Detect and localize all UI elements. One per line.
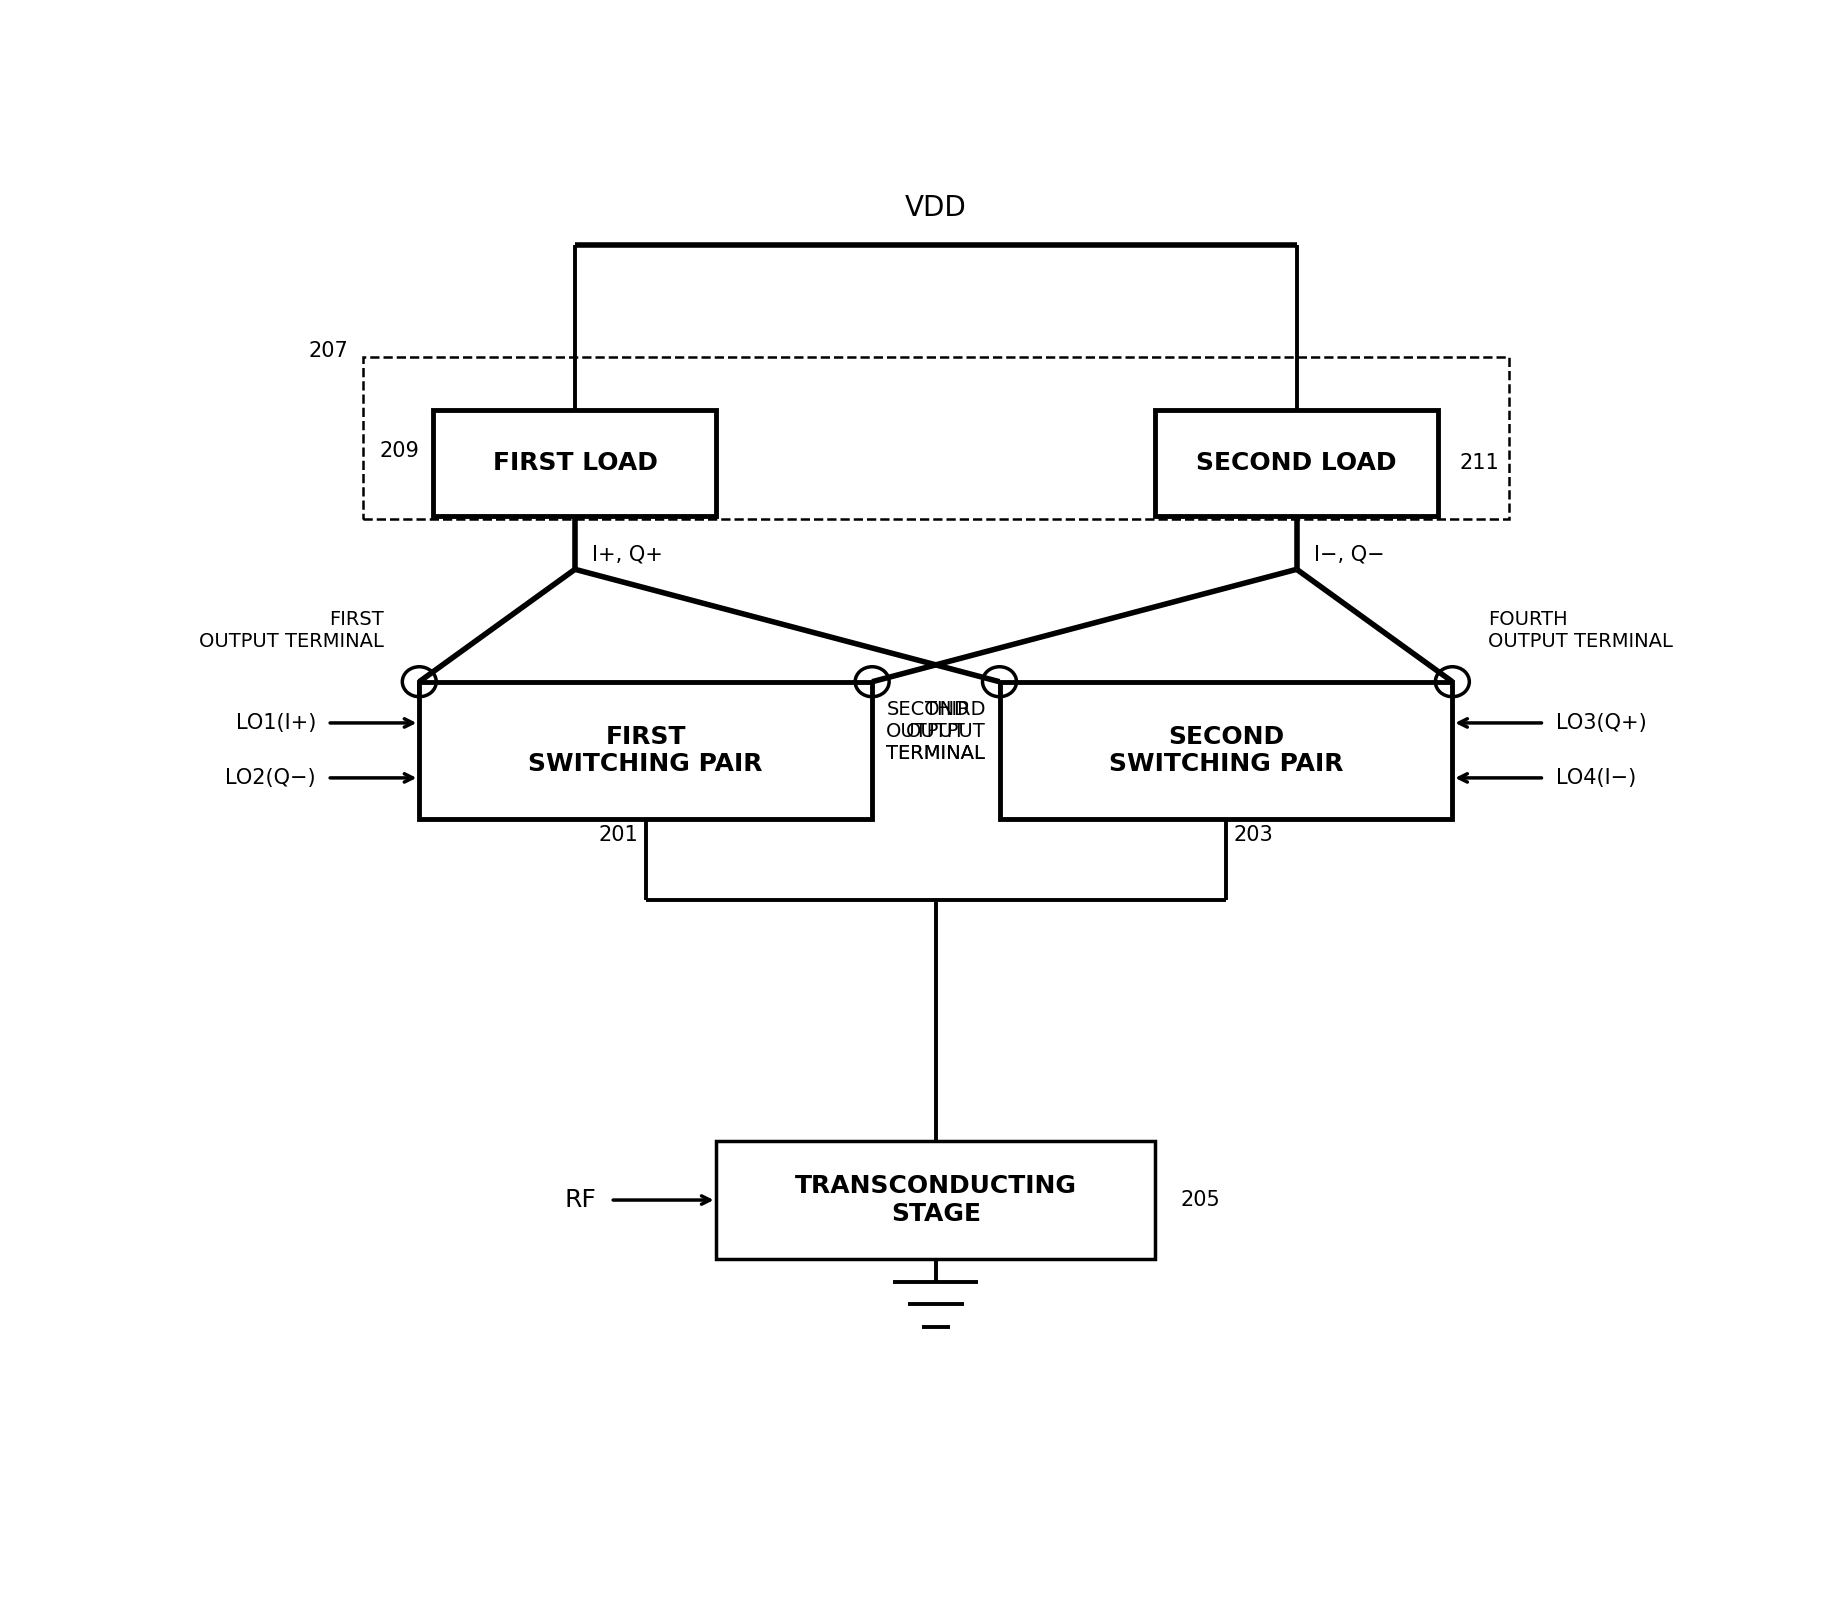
Text: LO2(Q−): LO2(Q−) [225, 767, 316, 788]
Text: 211: 211 [1459, 453, 1499, 474]
Text: SECOND
OUTPUT
TERMINAL: SECOND OUTPUT TERMINAL [886, 701, 986, 764]
Text: FIRST
SWITCHING PAIR: FIRST SWITCHING PAIR [528, 725, 763, 777]
Text: FIRST
OUTPUT TERMINAL: FIRST OUTPUT TERMINAL [199, 610, 383, 650]
Text: LO1(I+): LO1(I+) [236, 714, 316, 733]
Bar [1156, 410, 1439, 516]
Bar [716, 1140, 1156, 1259]
Text: FIRST LOAD: FIRST LOAD [493, 451, 657, 475]
Text: I+, Q+: I+, Q+ [592, 545, 663, 564]
Text: SECOND LOAD: SECOND LOAD [1196, 451, 1397, 475]
Text: TRANSCONDUCTING
STAGE: TRANSCONDUCTING STAGE [794, 1174, 1077, 1226]
Text: LO4(I−): LO4(I−) [1556, 767, 1636, 788]
Text: VDD: VDD [906, 195, 966, 222]
Text: FOURTH
OUTPUT TERMINAL: FOURTH OUTPUT TERMINAL [1488, 610, 1673, 650]
Text: 201: 201 [599, 826, 639, 845]
Text: 209: 209 [380, 441, 420, 461]
Text: 205: 205 [1181, 1191, 1220, 1210]
Text: 207: 207 [309, 341, 349, 360]
Text: SECOND
SWITCHING PAIR: SECOND SWITCHING PAIR [1108, 725, 1344, 777]
Bar [999, 681, 1452, 819]
Text: THIRD
OUTPUT
TERMINAL: THIRD OUTPUT TERMINAL [886, 701, 986, 764]
Text: LO3(Q+): LO3(Q+) [1556, 714, 1647, 733]
Text: 203: 203 [1233, 826, 1273, 845]
Bar [433, 410, 716, 516]
Bar [420, 681, 873, 819]
Text: I−, Q−: I−, Q− [1313, 545, 1384, 564]
Text: RF: RF [564, 1187, 595, 1212]
Bar [363, 357, 1508, 519]
